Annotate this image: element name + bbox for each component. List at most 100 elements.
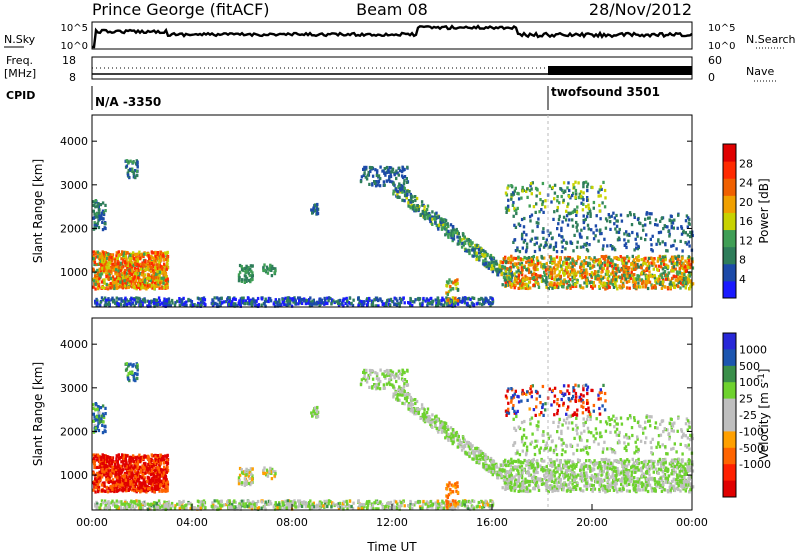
power-echo — [96, 271, 99, 275]
power-echo — [311, 211, 314, 215]
power-echo — [545, 261, 548, 266]
power-echo — [155, 260, 158, 264]
power-echo — [592, 206, 595, 210]
power-echo — [148, 300, 151, 304]
power-echo — [290, 304, 294, 308]
power-echo — [402, 189, 405, 193]
power-echo — [152, 256, 155, 261]
power-echo — [502, 275, 506, 279]
power-echo — [451, 296, 455, 300]
power-echo — [666, 225, 669, 229]
power-echo — [242, 296, 245, 300]
power-echo — [298, 299, 301, 303]
power-echo — [523, 255, 526, 260]
power-echo — [679, 239, 682, 243]
power-echo — [477, 257, 481, 261]
power-echo — [134, 276, 138, 280]
power-echo — [562, 271, 565, 275]
power-echo — [121, 265, 124, 269]
power-echo — [515, 280, 518, 284]
power-echo — [529, 270, 533, 274]
power-echo — [666, 286, 670, 290]
velocity-echo — [122, 454, 125, 458]
power-echo — [553, 257, 556, 261]
power-echo — [583, 268, 586, 272]
power-echo — [248, 273, 252, 278]
power-echo — [159, 302, 162, 306]
power-echo — [623, 274, 626, 278]
power-echo — [440, 227, 444, 231]
power-echo — [457, 239, 460, 243]
power-echo — [161, 254, 164, 258]
velocity-echo — [94, 408, 97, 412]
power-echo — [532, 254, 535, 259]
power-echo — [111, 256, 115, 261]
power-echo — [583, 271, 586, 275]
velocity-echo — [95, 415, 98, 419]
power-echo — [636, 234, 639, 238]
power-echo — [133, 304, 136, 308]
power-echo — [579, 262, 583, 266]
power-echo — [651, 249, 654, 253]
power-echo — [606, 265, 609, 269]
power-echo — [592, 283, 595, 287]
velocity-echo — [117, 469, 121, 473]
velocity-echo — [107, 477, 110, 481]
freq-left-label: Freq. — [6, 54, 33, 67]
power-echo — [627, 256, 631, 260]
velocity-echo — [144, 454, 147, 459]
power-echo — [266, 267, 269, 271]
power-echo — [148, 276, 151, 280]
power-echo — [161, 271, 164, 275]
power-colorbar-tick-label: 28 — [739, 157, 753, 170]
power-echo — [599, 228, 602, 232]
power-echo — [685, 280, 688, 284]
power-echo — [96, 250, 100, 254]
velocity-echo — [126, 469, 130, 473]
power-echo — [626, 233, 629, 237]
power-echo — [118, 283, 121, 287]
power-echo — [133, 298, 136, 302]
power-echo — [628, 286, 631, 290]
power-echo — [385, 165, 389, 170]
power-echo — [615, 213, 618, 218]
power-echo — [150, 284, 153, 288]
velocity-echo — [118, 488, 121, 492]
power-echo — [456, 278, 459, 282]
power-echo — [104, 209, 107, 213]
power-echo — [153, 274, 157, 278]
power-echo — [120, 299, 123, 303]
power-echo — [522, 265, 526, 269]
power-echo — [461, 241, 464, 245]
power-echo — [636, 247, 640, 251]
power-echo — [468, 251, 471, 256]
power-echo — [428, 213, 432, 218]
power-echo — [481, 302, 484, 307]
power-echo — [165, 299, 169, 303]
power-echo — [624, 242, 628, 246]
power-echo — [626, 255, 629, 259]
velocity-echo — [143, 455, 146, 459]
power-echo — [582, 198, 585, 202]
power-echo — [131, 275, 134, 279]
power-echo — [374, 181, 377, 185]
power-echo — [151, 280, 154, 284]
power-echo — [627, 276, 630, 280]
power-echo — [627, 272, 630, 276]
power-echo — [636, 274, 639, 278]
velocity-echo — [157, 487, 160, 491]
power-echo — [389, 170, 392, 174]
power-echo — [97, 211, 101, 215]
power-echo — [544, 199, 547, 203]
power-echo — [379, 297, 382, 301]
power-echo — [541, 200, 545, 204]
power-echo — [501, 260, 504, 265]
power-echo — [504, 281, 507, 285]
power-echo — [250, 300, 253, 304]
power-echo — [447, 224, 450, 228]
power-echo — [562, 282, 565, 286]
power-echo — [126, 278, 130, 282]
power-echo — [135, 259, 138, 264]
power-echo — [628, 211, 632, 215]
power-echo — [535, 277, 539, 281]
